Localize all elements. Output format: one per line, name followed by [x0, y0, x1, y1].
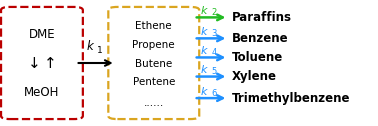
- Text: ↑: ↑: [43, 55, 56, 71]
- Text: ......: ......: [144, 98, 164, 108]
- Text: ↓: ↓: [28, 55, 40, 71]
- Text: Butene: Butene: [135, 59, 172, 69]
- Text: Trimethylbenzene: Trimethylbenzene: [232, 92, 350, 105]
- Text: k: k: [201, 65, 208, 75]
- Text: k: k: [201, 27, 208, 37]
- Text: k: k: [201, 46, 208, 56]
- Text: Ethene: Ethene: [135, 21, 172, 31]
- Text: k: k: [201, 6, 208, 16]
- Text: Xylene: Xylene: [232, 70, 277, 83]
- Text: Benzene: Benzene: [232, 32, 288, 45]
- Text: k: k: [201, 87, 208, 97]
- Text: DME: DME: [29, 28, 55, 41]
- Text: Pentene: Pentene: [133, 77, 175, 87]
- Text: 2: 2: [211, 8, 217, 17]
- Text: k: k: [87, 40, 94, 53]
- Text: MeOH: MeOH: [24, 86, 60, 99]
- Text: 1: 1: [97, 46, 103, 55]
- Text: 5: 5: [211, 67, 217, 76]
- Text: 4: 4: [211, 48, 217, 57]
- Text: Toluene: Toluene: [232, 51, 283, 64]
- FancyBboxPatch shape: [1, 7, 83, 119]
- Text: 6: 6: [211, 89, 217, 98]
- Text: Propene: Propene: [132, 40, 175, 50]
- FancyBboxPatch shape: [108, 7, 199, 119]
- Text: 3: 3: [211, 29, 217, 38]
- Text: Paraffins: Paraffins: [232, 11, 292, 24]
